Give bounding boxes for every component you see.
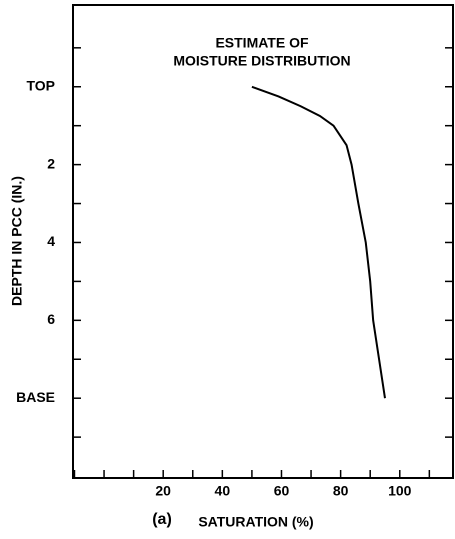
data-line bbox=[251, 85, 386, 399]
x-tick-label: 60 bbox=[274, 483, 290, 499]
plot-frame bbox=[72, 4, 454, 479]
y-tick-label: 6 bbox=[47, 311, 55, 327]
panel-label: (a) bbox=[152, 511, 172, 528]
x-tick-label: 20 bbox=[155, 483, 171, 499]
x-tick-label: 40 bbox=[215, 483, 231, 499]
x-tick-label: 100 bbox=[388, 483, 412, 499]
y-tick-label: TOP bbox=[26, 77, 55, 93]
y-tick-label: 4 bbox=[47, 233, 55, 249]
x-axis-label: SATURATION (%) bbox=[198, 514, 313, 530]
y-tick-label: 2 bbox=[47, 155, 55, 171]
y-axis-label: DEPTH IN PCC (IN.) bbox=[9, 176, 25, 306]
y-tick-label: BASE bbox=[16, 389, 55, 405]
x-tick-label: 80 bbox=[333, 483, 349, 499]
chart-title: MOISTURE DISTRIBUTION bbox=[173, 53, 350, 69]
chart-title: ESTIMATE OF bbox=[215, 35, 309, 51]
